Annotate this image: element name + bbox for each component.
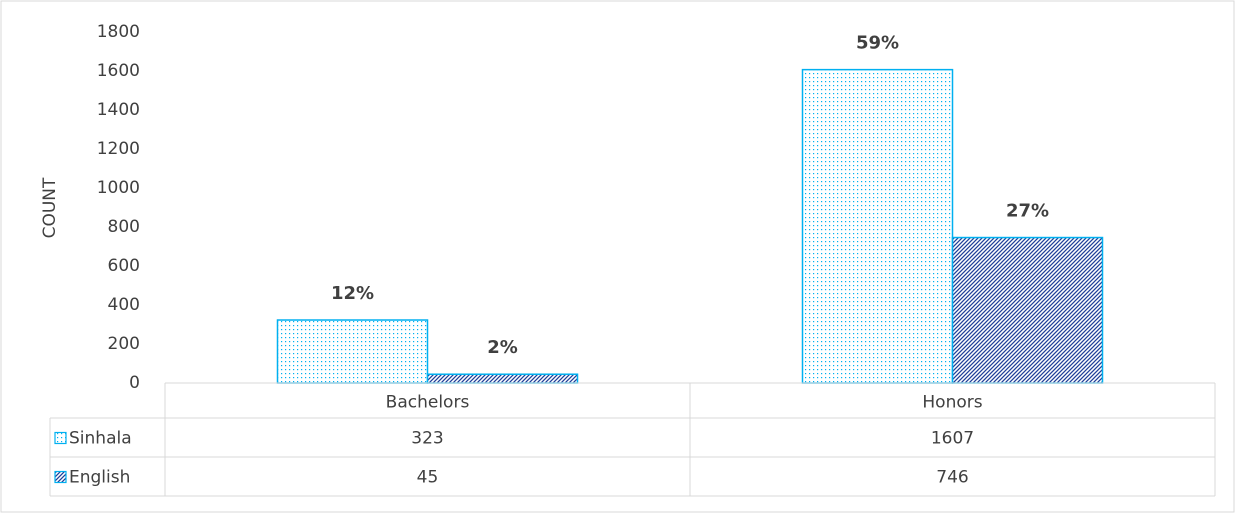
legend-swatch <box>54 431 67 445</box>
y-tick-label: 200 <box>108 334 140 354</box>
bar <box>801 68 954 384</box>
x-tick-label: Bachelors <box>386 393 470 413</box>
data-label: 27% <box>1006 201 1049 222</box>
legend-label: Sinhala <box>69 429 132 449</box>
y-tick-label: 1000 <box>97 178 140 198</box>
legend-label: English <box>69 468 130 488</box>
table-value: 1607 <box>931 429 974 449</box>
table-value: 746 <box>936 468 968 488</box>
y-tick-label: 600 <box>108 256 140 276</box>
table-value: 45 <box>417 468 439 488</box>
y-tick-label: 1600 <box>97 61 140 81</box>
data-label: 2% <box>487 337 518 358</box>
legend-swatch <box>54 470 67 484</box>
data-label: 12% <box>331 283 374 304</box>
bar <box>426 373 579 384</box>
y-tick-label: 800 <box>108 217 140 237</box>
data-label: 59% <box>856 33 899 54</box>
y-tick-label: 0 <box>129 373 140 393</box>
y-tick-label: 400 <box>108 295 140 315</box>
table-value: 323 <box>411 429 443 449</box>
y-axis-title: COUNT <box>40 177 60 238</box>
y-tick-label: 1200 <box>97 139 140 159</box>
y-tick-label: 1800 <box>97 22 140 42</box>
bar <box>276 319 429 384</box>
y-tick-label: 1400 <box>97 100 140 120</box>
x-tick-label: Honors <box>922 393 982 413</box>
bar <box>951 236 1104 384</box>
